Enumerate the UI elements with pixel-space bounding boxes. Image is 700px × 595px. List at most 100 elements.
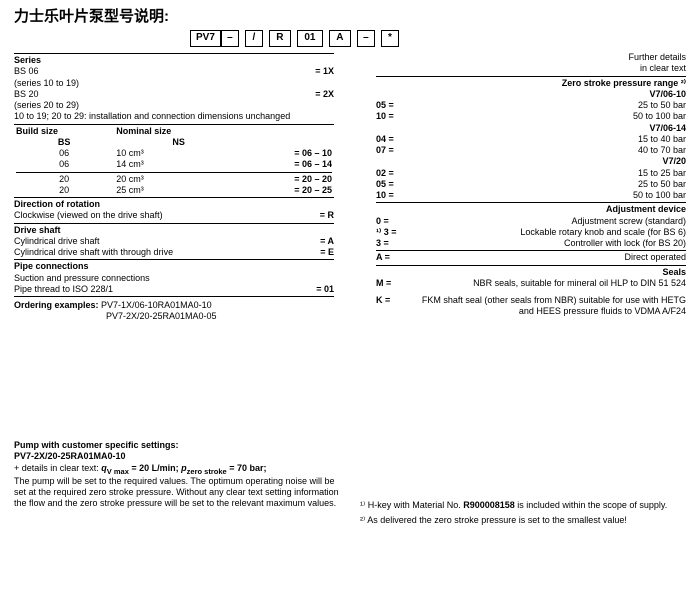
cell: 25 cm³ [114, 185, 243, 196]
series-note: (series 20 to 29) [14, 100, 334, 111]
series-head: Series [14, 55, 334, 66]
code-box: PV7 [190, 30, 221, 47]
footnotes: ¹⁾ H-key with Material No. R900008158 is… [360, 500, 680, 527]
cell: 20 [14, 174, 114, 185]
rotation-line: Clockwise (viewed on the drive shaft) [14, 210, 163, 221]
cell-code: = 06 – 14 [243, 159, 334, 170]
zero-g3: V7/20 [376, 156, 686, 167]
zero-head: Zero stroke pressure range ²⁾ [376, 78, 686, 89]
series-code-1x: = 1X [315, 66, 334, 77]
zero-code: 05 = [376, 100, 412, 111]
zero-desc: 15 to 40 bar [412, 134, 686, 145]
details-pre: + details in clear text: [14, 463, 101, 473]
sub-ns: NS [114, 137, 243, 148]
further-2: in clear text [376, 63, 686, 74]
shaft-code-e: = E [320, 247, 334, 258]
adj-code: ¹⁾ 3 = [376, 227, 412, 238]
customer-settings: Pump with customer specific settings: PV… [14, 440, 344, 509]
build-size-table: Build sizeNominal size BSNS 0610 cm³= 06… [14, 126, 334, 197]
cell-code: = 06 – 10 [243, 148, 334, 159]
zero-desc: 40 to 70 bar [412, 145, 686, 156]
zero-code: 10 = [376, 111, 412, 122]
seal-desc: FKM shaft seal (other seals from NBR) su… [412, 295, 686, 318]
seal-desc: NBR seals, suitable for mineral oil HLP … [412, 278, 686, 289]
cell: 06 [14, 159, 114, 170]
ordering-ex2: PV7-2X/20-25RA01MA0-05 [14, 311, 334, 322]
code-box: * [381, 30, 399, 47]
cell-code: = 20 – 25 [243, 185, 334, 196]
pipe-head: Pipe connections [14, 261, 334, 272]
fn1-matno: R900008158 [463, 500, 515, 510]
code-box: / [245, 30, 263, 47]
series-bs20: BS 20 [14, 89, 39, 100]
series-bs06: BS 06 [14, 66, 39, 77]
customer-head: Pump with customer specific settings: [14, 440, 344, 451]
footnote-1: ¹⁾ H-key with Material No. R900008158 is… [360, 500, 680, 511]
p-sub: zero stroke [187, 466, 227, 475]
shaft-through: Cylindrical drive shaft with through dri… [14, 247, 173, 258]
zero-desc: 25 to 50 bar [412, 100, 686, 111]
cell: 20 [14, 185, 114, 196]
zero-code: 04 = [376, 134, 412, 145]
cell-code: = 20 – 20 [243, 174, 334, 185]
model-code-boxes: PV7 – / R 01 A – * [190, 30, 399, 47]
zero-code: 10 = [376, 190, 412, 201]
p-val: = 70 bar; [227, 463, 267, 473]
zero-desc: 25 to 50 bar [412, 179, 686, 190]
adj-desc: Adjustment screw (standard) [412, 216, 686, 227]
ordering-ex1: PV7-1X/06-10RA01MA0-10 [101, 300, 212, 310]
th-build: Build size [14, 126, 114, 137]
customer-model: PV7-2X/20-25RA01MA0-10 [14, 451, 344, 462]
left-column: Series BS 06 = 1X (series 10 to 19) BS 20… [14, 52, 334, 323]
right-column: Further details in clear text Zero strok… [376, 52, 686, 318]
code-box: A [329, 30, 351, 47]
adj-desc: Lockable rotary knob and scale (for BS 6… [412, 227, 686, 238]
ordering-head: Ordering examples: [14, 300, 99, 310]
footnote-2: ²⁾ As delivered the zero stroke pressure… [360, 515, 680, 526]
direct-desc: Direct operated [412, 252, 686, 263]
sub-bs: BS [14, 137, 114, 148]
rotation-head: Direction of rotation [14, 199, 334, 210]
th-nominal: Nominal size [114, 126, 243, 137]
seal-code: K = [376, 295, 412, 306]
customer-details: + details in clear text: qV max = 20 L/m… [14, 463, 344, 476]
cell: 20 cm³ [114, 174, 243, 185]
zero-g1: V7/06-10 [376, 89, 686, 100]
code-box: – [221, 30, 239, 47]
direct-code: A = [376, 252, 412, 263]
zero-desc: 50 to 100 bar [412, 190, 686, 201]
series-code-2x: = 2X [315, 89, 334, 100]
code-box: R [269, 30, 291, 47]
seal-code: M = [376, 278, 412, 289]
shaft-code-a: = A [320, 236, 334, 247]
q-val: = 20 L/min; [129, 463, 181, 473]
pipe-iso: Pipe thread to ISO 228/1 [14, 284, 113, 295]
zero-g2: V7/06-14 [376, 123, 686, 134]
zero-desc: 50 to 100 bar [412, 111, 686, 122]
rotation-code: = R [320, 210, 334, 221]
zero-code: 05 = [376, 179, 412, 190]
cell: 06 [14, 148, 114, 159]
seals-head: Seals [376, 267, 686, 278]
series-install-note: 10 to 19; 20 to 29: installation and con… [14, 111, 334, 122]
pipe-line: Suction and pressure connections [14, 273, 150, 284]
zero-code: 07 = [376, 145, 412, 156]
zero-code: 02 = [376, 168, 412, 179]
adjust-head: Adjustment device [376, 204, 686, 215]
page-title: 力士乐叶片泵型号说明: [14, 8, 686, 27]
fn1-pre: ¹⁾ H-key with Material No. [360, 500, 463, 510]
cell: 10 cm³ [114, 148, 243, 159]
q-sub: V max [107, 466, 129, 475]
zero-desc: 15 to 25 bar [412, 168, 686, 179]
adj-desc: Controller with lock (for BS 20) [412, 238, 686, 249]
further-1: Further details [376, 52, 686, 63]
cell: 14 cm³ [114, 159, 243, 170]
code-box: – [357, 30, 375, 47]
fn1-post: is included within the scope of supply. [515, 500, 667, 510]
adj-code: 0 = [376, 216, 412, 227]
adj-code: 3 = [376, 238, 412, 249]
shaft-cyl: Cylindrical drive shaft [14, 236, 100, 247]
series-note: (series 10 to 19) [14, 78, 334, 89]
code-box: 01 [297, 30, 323, 47]
customer-para: The pump will be set to the required val… [14, 476, 344, 510]
